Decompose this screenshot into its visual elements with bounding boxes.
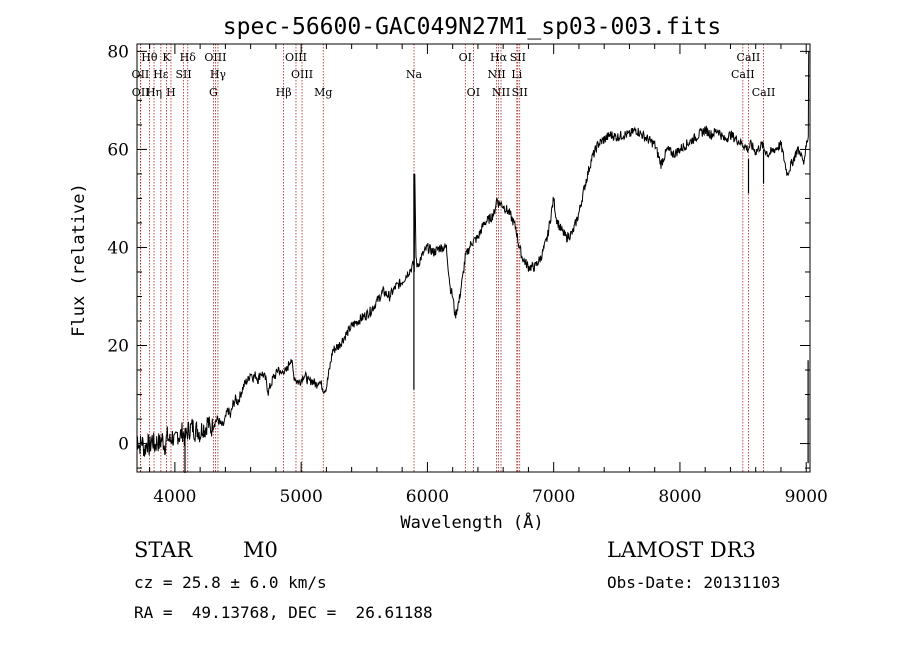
line-label-0: Hθ xyxy=(141,51,158,64)
line-label-5: K xyxy=(162,51,171,64)
y-tick-label-3: 60 xyxy=(107,140,129,160)
line-label-1: OII xyxy=(132,68,150,81)
line-label-15: Mg xyxy=(314,86,332,99)
line-label-11: Hγ xyxy=(210,68,227,81)
y-axis-label: Flux (relative) xyxy=(69,183,89,337)
line-label-26: CaII xyxy=(737,51,761,64)
line-label-25: CaII xyxy=(731,68,755,81)
line-label-12: Hβ xyxy=(276,86,292,99)
ra-dec: RA = 49.13768, DEC = 26.61188 xyxy=(134,603,433,622)
line-label-18: OI xyxy=(467,86,480,99)
line-label-13: OIII xyxy=(285,51,307,64)
line-label-2: OII xyxy=(132,86,150,99)
object-class: STAR xyxy=(134,538,193,562)
line-label-19: NII xyxy=(487,68,505,81)
line-label-21: NII xyxy=(492,86,510,99)
x-axis: 4000 5000 6000 7000 8000 9000 xyxy=(149,44,828,507)
line-label-6: H xyxy=(166,86,176,99)
y-tick-label-1: 20 xyxy=(107,337,129,357)
survey-label: LAMOST DR3 xyxy=(607,538,756,562)
line-label-22: SII xyxy=(510,51,526,64)
line-label-16: Na xyxy=(406,68,423,81)
line-label-14: OIII xyxy=(291,68,313,81)
y-axis: 0 20 40 60 80 xyxy=(107,42,810,469)
obs-date: Obs-Date: 20131103 xyxy=(607,573,781,592)
y-tick-label-0: 0 xyxy=(118,435,129,455)
line-label-17: OI xyxy=(459,51,472,64)
line-label-24: SII xyxy=(512,86,528,99)
x-tick-label-0: 4000 xyxy=(153,487,196,507)
x-axis-label: Wavelength (Å) xyxy=(400,511,543,533)
line-label-10: OIII xyxy=(204,51,226,64)
x-tick-label-5: 9000 xyxy=(785,487,828,507)
chart-title: spec-56600-GAC049N27M1_sp03-003.fits xyxy=(223,14,722,40)
x-tick-label-4: 8000 xyxy=(658,487,701,507)
line-label-20: Hα xyxy=(490,51,508,64)
line-label-8: Hδ xyxy=(180,51,197,64)
y-tick-label-4: 80 xyxy=(107,42,129,62)
line-markers xyxy=(140,44,764,472)
redshift-velocity: cz = 25.8 ± 6.0 km/s xyxy=(134,573,327,592)
line-labels: HθOIIOIIHηHεKHSIIHδGOIIIHγHβOIIIOIIIMgNa… xyxy=(132,51,776,99)
x-tick-label-2: 6000 xyxy=(406,487,449,507)
x-tick-label-1: 5000 xyxy=(280,487,323,507)
spectrum-line xyxy=(136,51,810,457)
line-label-3: Hη xyxy=(146,86,162,99)
line-label-4: Hε xyxy=(153,68,169,81)
plot-frame xyxy=(136,43,811,473)
y-tick-label-2: 40 xyxy=(107,238,129,258)
line-label-27: CaII xyxy=(752,86,776,99)
object-subclass: M0 xyxy=(243,538,278,562)
line-label-9: G xyxy=(209,86,218,99)
line-label-7: SII xyxy=(175,68,191,81)
line-label-23: Li xyxy=(511,68,522,81)
x-tick-label-3: 7000 xyxy=(532,487,575,507)
